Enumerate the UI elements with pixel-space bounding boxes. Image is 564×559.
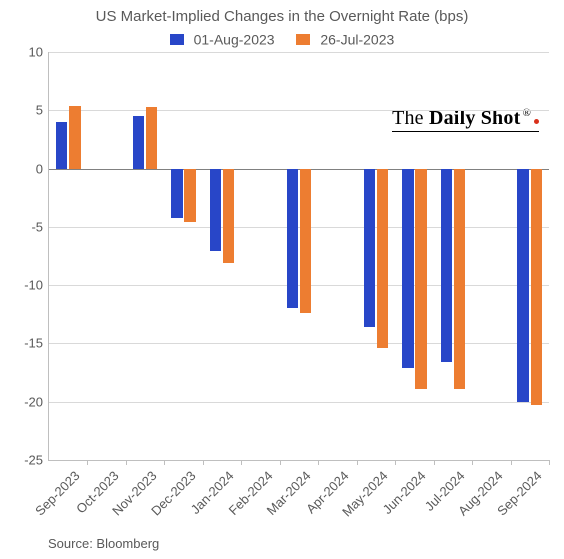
x-tick-mark <box>357 460 358 465</box>
bar <box>441 169 453 363</box>
bar <box>171 169 183 218</box>
bar <box>377 169 389 349</box>
y-tick-label: 0 <box>36 161 43 176</box>
x-tick-label: Sep-2023 <box>32 468 82 518</box>
y-tick-label: -10 <box>24 278 43 293</box>
bar <box>133 116 145 168</box>
gridline <box>49 52 549 53</box>
x-tick-mark <box>318 460 319 465</box>
bar <box>287 169 299 309</box>
bar <box>364 169 376 328</box>
y-tick-label: 5 <box>36 103 43 118</box>
watermark-registered: ® <box>522 107 531 119</box>
x-tick-mark <box>511 460 512 465</box>
source-label: Source: Bloomberg <box>48 536 159 551</box>
bar <box>517 169 529 402</box>
x-tick-mark <box>280 460 281 465</box>
plot-area: The Daily Shot® 1050-5-10-15-20-25Sep-20… <box>48 52 549 461</box>
x-tick-mark <box>472 460 473 465</box>
x-tick-mark <box>87 460 88 465</box>
bar <box>415 169 427 389</box>
y-tick-label: -5 <box>31 219 43 234</box>
chart-title: US Market-Implied Changes in the Overnig… <box>0 8 564 25</box>
gridline <box>49 402 549 403</box>
bar <box>184 169 196 223</box>
x-tick-mark <box>164 460 165 465</box>
watermark-underline <box>392 131 539 132</box>
gridline <box>49 110 549 111</box>
bar <box>223 169 235 263</box>
y-tick-label: 10 <box>29 45 43 60</box>
bar <box>454 169 466 389</box>
x-tick-mark <box>549 460 550 465</box>
y-tick-label: -20 <box>24 394 43 409</box>
bar <box>56 122 68 169</box>
watermark-dot-icon <box>534 119 539 124</box>
legend-swatch-0 <box>170 34 184 45</box>
bar <box>69 106 81 169</box>
bar <box>210 169 222 252</box>
legend-label-0: 01-Aug-2023 <box>194 31 275 47</box>
y-tick-label: -25 <box>24 453 43 468</box>
bar <box>531 169 543 406</box>
gridline <box>49 343 549 344</box>
legend-label-1: 26-Jul-2023 <box>320 31 394 47</box>
chart-legend: 01-Aug-2023 26-Jul-2023 <box>0 30 564 47</box>
x-tick-mark <box>241 460 242 465</box>
bar <box>300 169 312 314</box>
x-tick-mark <box>203 460 204 465</box>
bar <box>146 107 158 169</box>
legend-swatch-1 <box>296 34 310 45</box>
y-tick-label: -15 <box>24 336 43 351</box>
x-tick-mark <box>434 460 435 465</box>
x-tick-mark <box>395 460 396 465</box>
bar <box>402 169 414 368</box>
x-tick-mark <box>126 460 127 465</box>
chart-container: US Market-Implied Changes in the Overnig… <box>0 0 564 559</box>
